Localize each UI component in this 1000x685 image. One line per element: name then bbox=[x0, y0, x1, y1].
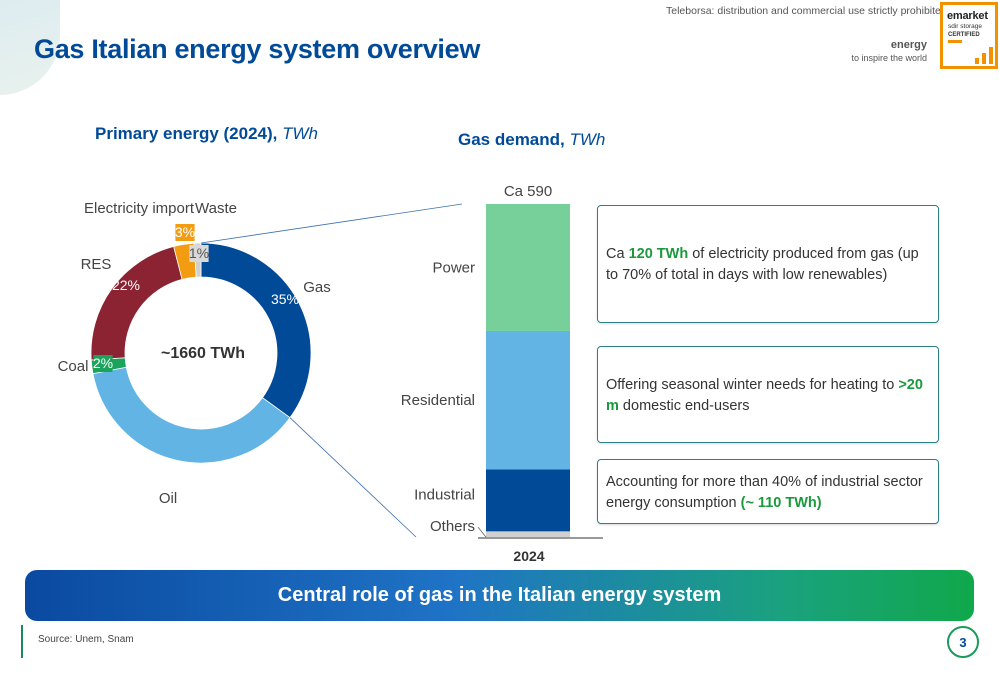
donut-chart: 35%Gas 37% Oil 2%Coal 22%RES 3% Electricity im… bbox=[58, 200, 331, 507]
box3-pre: Accounting for more than 40% of industri… bbox=[606, 474, 923, 511]
info-box-industrial-text: Accounting for more than 40% of industri… bbox=[606, 472, 930, 514]
info-box-industrial: Accounting for more than 40% of industri… bbox=[597, 459, 939, 524]
gas-demand-unit: TWh bbox=[569, 130, 606, 149]
key-message-banner: Central role of gas in the Italian energ… bbox=[25, 570, 974, 621]
gas-demand-title: Gas demand, TWh bbox=[458, 130, 605, 150]
box1-pre: Ca bbox=[606, 246, 629, 262]
stacked-bar-chart: Others Industrial Residential Power Ca 590 20… bbox=[200, 183, 603, 564]
donut-name-oil: Oil bbox=[159, 490, 177, 507]
primary-energy-unit: TWh bbox=[282, 124, 319, 143]
box2-post: domestic end-users bbox=[618, 398, 750, 414]
donut-center-label: ~1660 TWh bbox=[161, 345, 245, 362]
donut-name-gas: Gas bbox=[303, 279, 331, 296]
source-note: Source: Unem, Snam bbox=[38, 634, 134, 645]
donut-slice-oil bbox=[92, 366, 291, 464]
bar-total-label: Ca 590 bbox=[504, 183, 552, 200]
bar-category-label: 2024 bbox=[513, 548, 544, 564]
brand-top: energy bbox=[890, 39, 927, 51]
brand-bottom: to inspire the world bbox=[851, 53, 927, 63]
box1-em: 120 TWh bbox=[628, 246, 689, 262]
badge-line-3: CERTIFIED bbox=[948, 32, 980, 38]
others-leader-line bbox=[477, 526, 487, 538]
box2-pre: Offering seasonal winter needs for heati… bbox=[606, 377, 899, 393]
brand-tagline: energy to inspire the world bbox=[851, 39, 927, 63]
gas-demand-title-text: Gas demand, bbox=[458, 130, 565, 149]
donut-pct-waste: 1% bbox=[189, 245, 209, 261]
donut-pct-res: 22% bbox=[112, 277, 140, 293]
page-title: Gas Italian energy system overview bbox=[34, 34, 481, 64]
box1-post: of electricity produced from gas (up to … bbox=[606, 246, 919, 283]
donut-pct-gas: 35% bbox=[271, 291, 299, 307]
bar-segment-others bbox=[486, 531, 570, 537]
source-accent-bar bbox=[21, 625, 23, 658]
primary-energy-title-text: Primary energy (2024), bbox=[95, 124, 278, 143]
donut-pct-electricity-import: 3% bbox=[175, 224, 195, 240]
bar-label-industrial: Industrial bbox=[414, 486, 475, 503]
donut-name-coal: Coal bbox=[58, 358, 89, 375]
page-number: 3 bbox=[947, 626, 979, 658]
connector-line-bottom bbox=[289, 417, 417, 538]
watermark-text: Teleborsa: distribution and commercial u… bbox=[666, 5, 947, 17]
bar-segment-power bbox=[486, 204, 570, 331]
badge-line-2: sdir storage bbox=[948, 23, 982, 30]
badge-stripe bbox=[948, 40, 962, 43]
donut-name-waste: Waste bbox=[195, 200, 237, 217]
badge-line-1: emarket bbox=[947, 10, 988, 22]
emarket-certified-badge: emarket sdir storage CERTIFIED bbox=[940, 2, 998, 69]
donut-slice-gas bbox=[200, 242, 312, 419]
info-box-residential: Offering seasonal winter needs for heati… bbox=[597, 346, 939, 443]
donut-pct-oil: 37% bbox=[162, 459, 190, 475]
bar-segment-residential bbox=[486, 330, 570, 470]
info-box-power-text: Ca 120 TWh of electricity produced from … bbox=[606, 244, 930, 286]
donut-label-bg-waste bbox=[189, 245, 209, 262]
box2-em: >20 m bbox=[606, 377, 923, 414]
bar-label-residential: Residential bbox=[401, 392, 475, 409]
donut-name-res: RES bbox=[81, 256, 112, 273]
donut-name-electricity-import: Electricity import bbox=[84, 200, 195, 217]
connector-line-top bbox=[200, 203, 463, 244]
donut-pct-coal: 2% bbox=[93, 355, 113, 371]
bar-segment-industrial bbox=[486, 469, 570, 532]
bar-label-power: Power bbox=[432, 259, 475, 276]
box3-em: (~ 110 TWh) bbox=[740, 495, 822, 511]
primary-energy-title: Primary energy (2024), TWh bbox=[95, 124, 318, 144]
info-box-power: Ca 120 TWh of electricity produced from … bbox=[597, 205, 939, 323]
donut-label-bg-electricity-import bbox=[175, 224, 195, 241]
info-box-residential-text: Offering seasonal winter needs for heati… bbox=[606, 375, 930, 417]
badge-bars-icon bbox=[975, 47, 993, 64]
donut-label-bg-coal bbox=[93, 355, 113, 372]
bar-label-others: Others bbox=[430, 518, 475, 535]
